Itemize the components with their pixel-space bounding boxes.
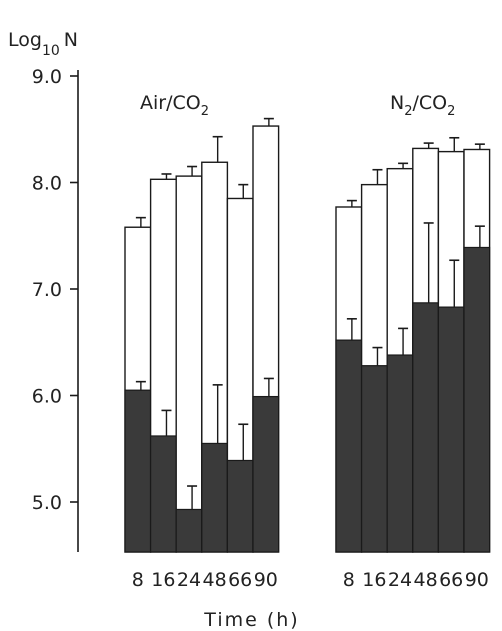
y-tick-label: 8.0 xyxy=(32,173,62,195)
bar-lower xyxy=(252,395,280,553)
x-tick-label: 8 xyxy=(343,569,355,591)
x-tick-label: 66 xyxy=(228,569,252,591)
y-axis-title-text: Log xyxy=(8,29,42,51)
bar-lower xyxy=(150,435,177,553)
x-tick-label: 24 xyxy=(177,569,201,591)
x-tick-label: 66 xyxy=(439,569,463,591)
x-axis-tick-labels: 8 16 24 48 66 90 8 16 24 48 66 90 xyxy=(132,569,489,591)
x-tick-label: 48 xyxy=(414,569,438,591)
panel-labels: Air/CO2 N2/CO2 xyxy=(140,92,455,119)
bar-lower xyxy=(201,442,229,553)
bar-lower xyxy=(335,339,363,553)
bar-lower xyxy=(361,365,388,553)
x-tick-label: 16 xyxy=(362,569,386,591)
panel-label-n2: N2/CO2 xyxy=(390,92,455,119)
x-tick-label: 90 xyxy=(254,569,278,591)
y-tick-label: 9.0 xyxy=(32,66,62,88)
bars-layer xyxy=(124,117,491,553)
y-tick-label: 6.0 xyxy=(32,386,62,408)
panel-label-air: Air/CO2 xyxy=(140,92,209,119)
y-axis-title: Log10 N xyxy=(8,29,78,59)
y-axis-title-suffix: N xyxy=(64,29,78,51)
bar-lower xyxy=(412,302,439,553)
y-axis-ticks: 5.0 6.0 7.0 8.0 9.0 xyxy=(32,66,78,514)
bar-lower xyxy=(437,306,465,553)
x-axis-title: Time (h) xyxy=(203,609,299,631)
bar-total xyxy=(175,175,203,553)
x-tick-label: 48 xyxy=(203,569,227,591)
x-tick-label: 8 xyxy=(132,569,144,591)
y-tick-label: 5.0 xyxy=(32,492,62,514)
y-axis-title-sub: 10 xyxy=(42,43,60,59)
bar-lower xyxy=(175,508,203,553)
bar-lower xyxy=(463,246,491,553)
bar-lower xyxy=(226,459,254,553)
x-tick-label: 16 xyxy=(151,569,175,591)
bar-lower xyxy=(386,354,414,553)
x-tick-label: 90 xyxy=(465,569,489,591)
x-tick-label: 24 xyxy=(388,569,412,591)
bar-lower xyxy=(124,389,152,553)
y-tick-label: 7.0 xyxy=(32,279,62,301)
